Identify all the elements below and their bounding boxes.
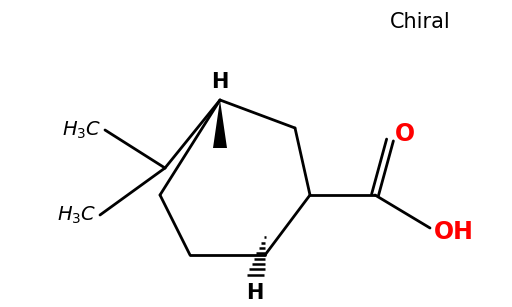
Polygon shape (213, 100, 227, 148)
Text: $H_3C$: $H_3C$ (61, 119, 101, 141)
Text: H: H (211, 72, 229, 92)
Text: H: H (246, 283, 264, 303)
Text: Chiral: Chiral (390, 12, 451, 32)
Text: OH: OH (434, 220, 474, 244)
Text: $H_3C$: $H_3C$ (56, 204, 96, 226)
Text: O: O (395, 122, 415, 146)
